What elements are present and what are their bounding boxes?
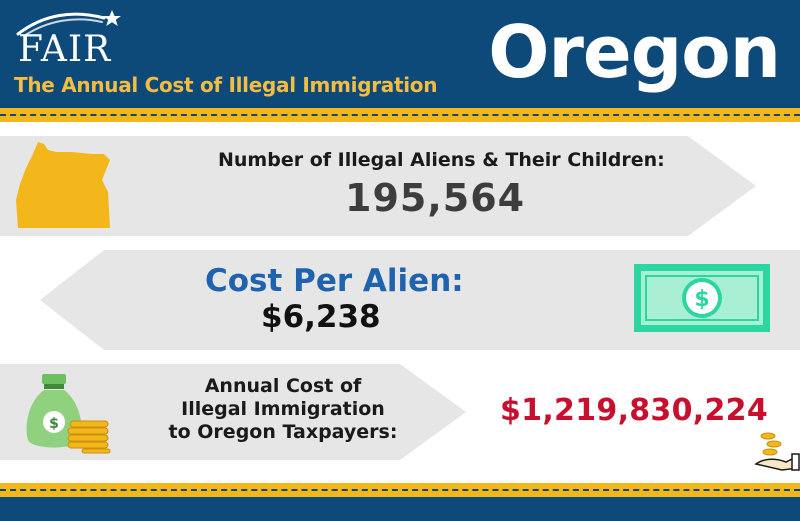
- star-swoosh-icon: [16, 10, 121, 37]
- cost-per-alien-value: $6,238: [261, 299, 381, 335]
- row3-arrow: [0, 364, 466, 460]
- money-bag-icon: $: [26, 374, 111, 454]
- annual-cost-label-line1: Annual Cost of: [204, 375, 362, 397]
- fair-logo: FAIR: [14, 4, 214, 70]
- cost-per-alien-label: Cost Per Alien:: [205, 263, 464, 299]
- annual-cost-value: $1,219,830,224: [500, 393, 769, 428]
- annual-cost-label: Annual Cost of Illegal Immigration to Or…: [140, 375, 426, 444]
- bottom-gold-band: [0, 483, 800, 497]
- aliens-count-label: Number of Illegal Aliens & Their Childre…: [218, 149, 665, 171]
- svg-text:$: $: [694, 287, 709, 312]
- annual-cost-label-line2: Illegal Immigration: [181, 398, 385, 420]
- header-banner: FAIR The Annual Cost of Illegal Immigrat…: [0, 0, 800, 108]
- coins-hand-icon: [754, 432, 800, 471]
- logo-text: FAIR: [18, 29, 112, 70]
- row2-arrow: [40, 250, 800, 350]
- row1-arrow: [0, 136, 756, 236]
- svg-text:$: $: [49, 416, 59, 432]
- state-title: Oregon: [488, 10, 781, 94]
- top-gold-band: [0, 108, 800, 122]
- annual-cost-label-line3: to Oregon Taxpayers:: [168, 421, 398, 443]
- oregon-state-icon: [16, 142, 110, 228]
- aliens-count-value: 195,564: [345, 176, 526, 220]
- dollar-bill-icon: $: [634, 264, 770, 332]
- subtitle: The Annual Cost of Illegal Immigration: [14, 73, 438, 97]
- footer-bar: [0, 497, 800, 521]
